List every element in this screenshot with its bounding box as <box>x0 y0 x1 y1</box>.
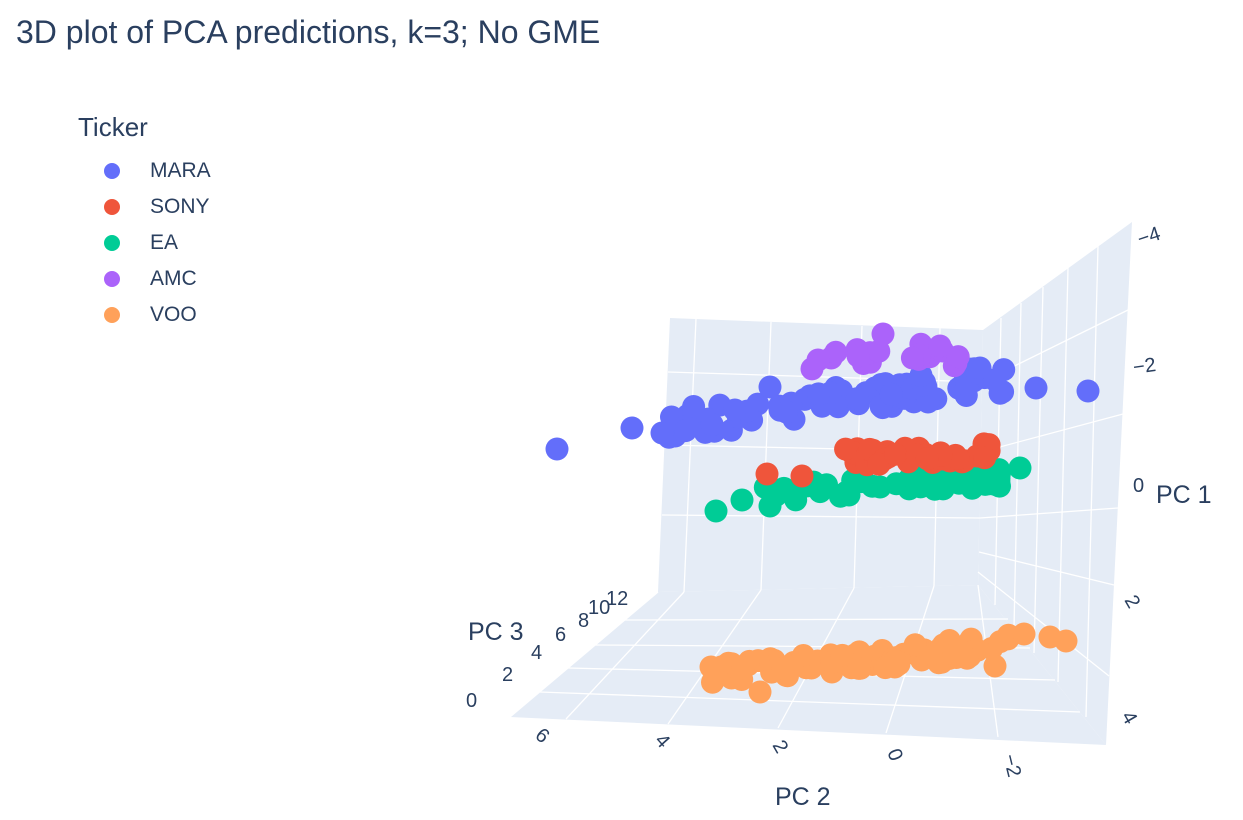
point-ea <box>730 488 754 512</box>
point-sony <box>867 452 891 476</box>
point-mara <box>700 413 724 436</box>
point-ea <box>1008 456 1032 480</box>
x-tick-label: 2 <box>1120 592 1145 613</box>
z-tick-label: 4 <box>531 642 542 664</box>
legend-item-voo[interactable]: VOO <box>78 297 211 333</box>
point-mara <box>620 416 644 440</box>
point-sony <box>790 464 814 488</box>
legend-item-amc[interactable]: AMC <box>78 261 211 297</box>
point-amc <box>900 346 924 370</box>
y-axis-title: PC 2 <box>775 783 831 811</box>
point-amc <box>871 322 895 346</box>
y-tick-label: 2 <box>768 737 793 758</box>
point-amc <box>867 339 891 363</box>
point-mara <box>1076 379 1100 403</box>
data-markers <box>545 322 1100 704</box>
point-ea <box>987 462 1011 486</box>
point-voo <box>847 656 871 680</box>
point-mara <box>545 437 569 461</box>
z-axis-ticks: 0 2 4 6 8 10 12 <box>466 588 628 712</box>
point-voo <box>1054 629 1078 653</box>
legend-marker-ea <box>104 235 120 251</box>
point-mara <box>1024 376 1048 400</box>
y-tick-label: 4 <box>650 730 674 753</box>
point-amc <box>946 345 970 369</box>
legend-item-ea[interactable]: EA <box>78 225 211 261</box>
z-axis-title: PC 3 <box>468 618 524 646</box>
legend-marker-sony <box>104 199 120 215</box>
legend: Ticker MARA SONY EA AMC VOO <box>78 112 211 333</box>
point-mara <box>845 387 869 411</box>
point-voo <box>699 655 723 679</box>
point-voo <box>830 643 854 667</box>
z-tick-label: 6 <box>555 624 566 646</box>
legend-label-voo: VOO <box>150 303 197 326</box>
legend-label-mara: MARA <box>150 159 211 182</box>
legend-item-mara[interactable]: MARA <box>78 153 211 189</box>
point-mara <box>674 419 698 443</box>
point-mara <box>983 368 1007 392</box>
z-tick-label: 0 <box>466 690 477 712</box>
point-mara <box>774 400 798 424</box>
x-tick-label: −2 <box>1132 354 1158 379</box>
legend-label-ea: EA <box>150 231 179 254</box>
point-amc <box>806 348 830 372</box>
legend-marker-amc <box>104 271 120 287</box>
point-amc <box>824 340 848 364</box>
point-sony <box>915 447 939 471</box>
x-axis-title: PC 1 <box>1156 481 1212 509</box>
right-wall <box>978 222 1132 745</box>
point-voo <box>942 643 966 667</box>
legend-item-sony[interactable]: SONY <box>78 189 211 225</box>
z-tick-label: 8 <box>578 610 589 632</box>
point-mara <box>758 375 782 399</box>
point-sony <box>973 446 997 470</box>
point-mara <box>650 421 674 445</box>
y-tick-label: −2 <box>998 752 1025 779</box>
point-voo <box>771 657 795 681</box>
z-tick-label: 12 <box>606 588 628 610</box>
point-ea <box>772 476 796 500</box>
point-amc <box>846 344 870 368</box>
point-voo <box>731 656 755 680</box>
point-voo <box>1012 622 1036 646</box>
point-ea <box>905 474 929 498</box>
point-sony <box>884 442 907 466</box>
point-voo <box>748 680 772 704</box>
point-voo <box>883 649 907 673</box>
legend-marker-mara <box>104 163 120 179</box>
y-tick-label: 6 <box>531 724 554 748</box>
point-ea <box>834 480 858 504</box>
point-mara <box>723 398 747 422</box>
z-tick-label: 10 <box>588 597 610 619</box>
z-tick-label: 2 <box>502 664 513 686</box>
x-tick-label: −4 <box>1135 223 1163 251</box>
legend-label-sony: SONY <box>150 195 210 218</box>
point-voo <box>791 644 815 667</box>
x-tick-label: 4 <box>1117 708 1142 729</box>
chart-title: 3D plot of PCA predictions, k=3; No GME <box>16 14 601 50</box>
point-voo <box>983 654 1007 678</box>
point-mara <box>807 382 830 406</box>
point-amc <box>928 334 952 358</box>
point-mara <box>879 382 903 406</box>
point-ea <box>704 499 728 523</box>
point-voo <box>903 633 927 657</box>
point-ea <box>758 494 782 518</box>
legend-title: Ticker <box>78 112 148 142</box>
point-sony <box>755 462 779 486</box>
legend-label-amc: AMC <box>150 267 197 290</box>
legend-marker-voo <box>104 307 120 323</box>
point-sony <box>834 437 858 461</box>
y-tick-label: 0 <box>882 746 907 765</box>
point-ea <box>868 475 892 499</box>
x-tick-label: 0 <box>1133 475 1144 497</box>
